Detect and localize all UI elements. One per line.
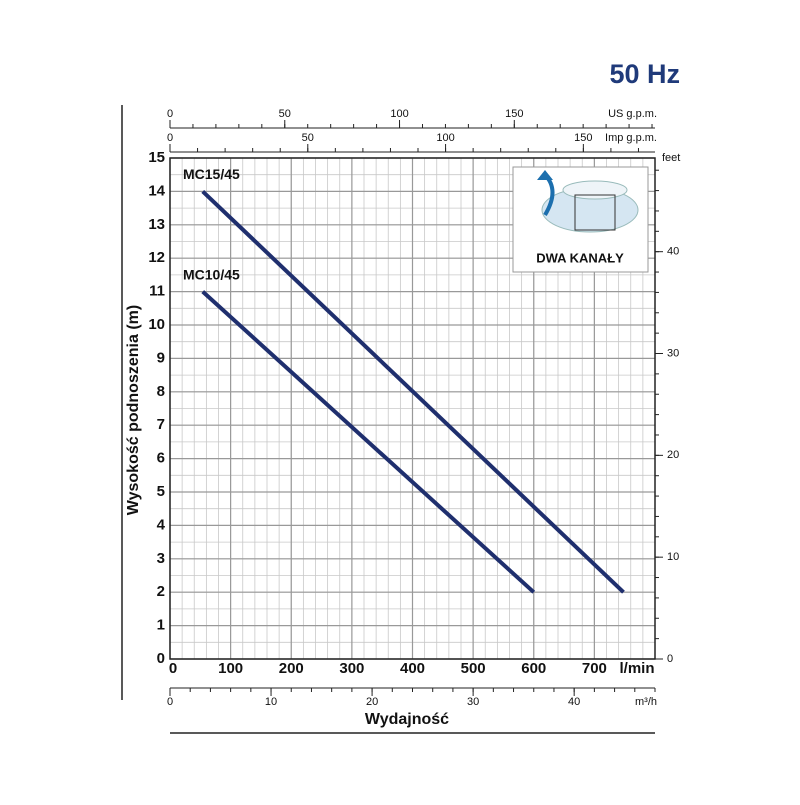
tick-label: 40	[568, 696, 580, 708]
x-tick-label: 0	[169, 660, 177, 677]
tick-label: 150	[505, 108, 523, 120]
plot-frame	[169, 157, 656, 660]
x-tick-label: 100	[218, 660, 243, 677]
y-tick-label: 11	[149, 283, 165, 300]
y2-axis-label: feet	[662, 152, 680, 164]
tick-label: 0	[167, 108, 173, 120]
tick-label: 0	[167, 132, 173, 144]
y2-tick-label: 0	[667, 653, 673, 665]
tick-label: 150	[574, 132, 592, 144]
y-tick-label: 12	[148, 249, 165, 266]
series-line	[201, 290, 536, 594]
tick-label: 20	[366, 696, 378, 708]
inset-pump	[562, 180, 628, 200]
y-tick-label: 14	[148, 182, 165, 199]
series-label: MC15/45	[183, 166, 240, 182]
tick-label: 50	[302, 132, 314, 144]
inset-impeller	[574, 194, 616, 231]
inset: DWA KANAŁY	[512, 166, 649, 273]
tick-label: 10	[265, 696, 277, 708]
y-tick-label: 9	[157, 349, 165, 366]
y-tick-label: 7	[157, 416, 165, 433]
y-tick-label: 2	[157, 583, 165, 600]
tick-label: 50	[279, 108, 291, 120]
y-tick-label: 1	[157, 617, 165, 634]
x-axis-label: Wydajność	[365, 711, 449, 728]
y-tick-label: 15	[148, 149, 165, 166]
y-tick-label: 4	[157, 516, 166, 533]
y2-tick-label: 40	[667, 246, 679, 258]
y-tick-label: 6	[157, 450, 165, 467]
inset-label: DWA KANAŁY	[536, 250, 624, 265]
axis-unit: Imp g.p.m.	[605, 132, 657, 144]
y2-tick-label: 10	[667, 551, 679, 563]
chart-title: 50 Hz	[609, 59, 680, 89]
tick-label: 30	[467, 696, 479, 708]
tick-label: 100	[436, 132, 454, 144]
x-tick-label: 700	[582, 660, 607, 677]
y-tick-label: 3	[157, 550, 165, 567]
y2-tick-label: 30	[667, 347, 679, 359]
inset-arrow	[537, 170, 553, 180]
y-tick-label: 13	[148, 216, 165, 233]
y-tick-label: 0	[157, 650, 165, 667]
series-line	[201, 189, 625, 594]
x-tick-label: 500	[461, 660, 486, 677]
tick-label: 0	[167, 696, 173, 708]
x-tick-label: 400	[400, 660, 425, 677]
x-tick-label: 600	[521, 660, 546, 677]
y-tick-label: 5	[157, 483, 165, 500]
x-unit: l/min	[619, 660, 654, 677]
axis-unit: m³/h	[635, 696, 657, 708]
x-tick-label: 300	[339, 660, 364, 677]
series-label: MC10/45	[183, 266, 240, 282]
axis-unit: US g.p.m.	[608, 108, 657, 120]
tick-label: 100	[390, 108, 408, 120]
y-tick-label: 10	[148, 316, 165, 333]
x-tick-label: 200	[279, 660, 304, 677]
y2-tick-label: 20	[667, 449, 679, 461]
y-tick-label: 8	[157, 383, 165, 400]
y-axis-label: Wysokość podnoszenia (m)	[125, 305, 142, 515]
